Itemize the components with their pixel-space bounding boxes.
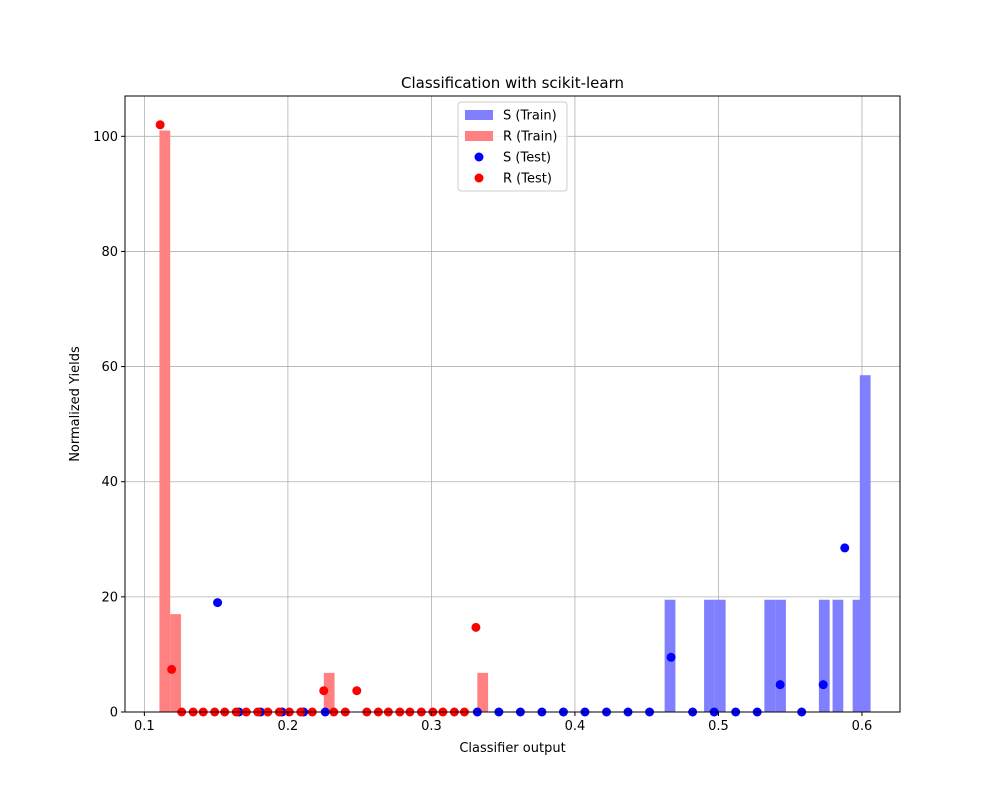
histogram-bar: [852, 599, 864, 712]
y-axis-label: Normalized Yields: [68, 346, 83, 462]
histogram-bar: [859, 375, 871, 712]
x-axis-label: Classifier output: [459, 741, 565, 756]
legend-label: R (Test): [503, 172, 552, 187]
test-point: [840, 543, 850, 553]
legend-marker: [474, 152, 484, 162]
y-tick-label: 20: [101, 590, 118, 605]
test-point: [213, 598, 223, 608]
y-tick-label: 100: [93, 130, 118, 145]
x-tick-label: 0.3: [421, 719, 442, 734]
histogram-bar: [832, 599, 844, 712]
plot-frame: [124, 95, 901, 713]
histogram-bar: [323, 672, 335, 712]
x-tick-label: 0.4: [565, 719, 586, 734]
legend-frame: [457, 101, 568, 192]
x-tick-label: 0.5: [708, 719, 729, 734]
x-tick-label: 0.2: [278, 719, 299, 734]
test-point: [471, 622, 481, 632]
legend-swatch: [465, 131, 493, 141]
legend-label: R (Train): [503, 130, 558, 145]
histogram-bar: [775, 599, 786, 712]
y-tick-label: 40: [101, 475, 118, 490]
test-point: [167, 664, 177, 674]
histogram-bar: [714, 599, 726, 712]
histogram-bar: [159, 130, 171, 712]
test-point: [666, 652, 676, 662]
test-point: [155, 120, 165, 130]
test-point: [775, 680, 785, 690]
histogram-bar: [170, 614, 181, 712]
x-tick-label: 0.6: [852, 719, 873, 734]
histogram-bar: [477, 672, 489, 712]
histogram-bar: [818, 599, 830, 712]
chart-title: Classification with scikit-learn: [401, 74, 624, 92]
histogram-bar: [764, 599, 776, 712]
y-tick-label: 60: [101, 360, 118, 375]
test-point: [319, 686, 329, 696]
legend: S (Train) R (Train) S (Test) R (Test): [457, 101, 568, 192]
legend-marker: [474, 173, 484, 183]
histogram-bar: [704, 599, 715, 712]
x-tick-label: 0.1: [134, 719, 155, 734]
axis-ticks: 0.1 0.2 0.3 0.4 0.5 0.6 0 20 40 60 80 100: [93, 130, 872, 734]
test-point: [352, 686, 362, 696]
test-point: [818, 680, 828, 690]
legend-label: S (Test): [503, 151, 551, 166]
y-tick-label: 80: [101, 245, 118, 260]
grid: [125, 96, 900, 713]
y-tick-label: 0: [110, 706, 118, 721]
legend-label: S (Train): [503, 109, 557, 124]
legend-swatch: [465, 110, 493, 120]
